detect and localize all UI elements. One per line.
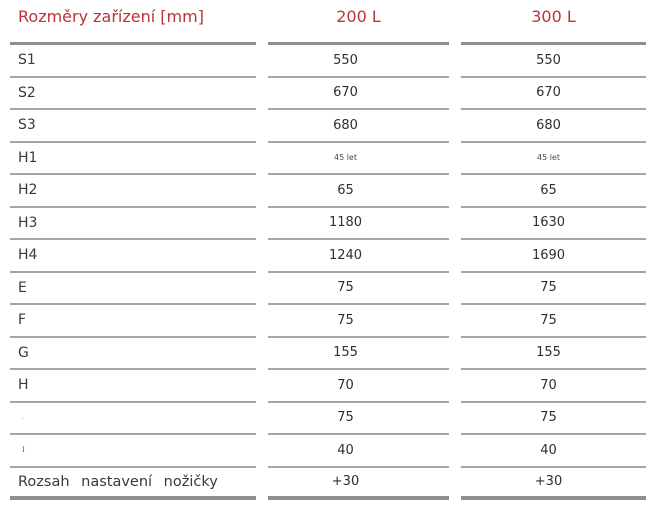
row-label: F	[10, 305, 256, 338]
value-300l: 75	[461, 305, 646, 338]
header-300l: 300 L	[461, 0, 646, 45]
row-label: H	[10, 370, 256, 403]
value-200l: 75	[268, 305, 449, 338]
table-row: S3 680 680	[10, 110, 671, 143]
table-row: G 155 155	[10, 338, 671, 370]
value-300l: 75	[461, 403, 646, 435]
table-row: H4 1240 1690	[10, 240, 671, 273]
value-300l: +30	[461, 468, 646, 500]
table-row: H1 45 let 45 let	[10, 143, 671, 175]
value-200l: 670	[268, 78, 449, 110]
value-200l: 155	[268, 338, 449, 370]
dimensions-table: Rozměry zařízení [mm] 200 L 300 L S1 550…	[10, 0, 671, 500]
row-label: Rozsah nastavení nožičky	[10, 468, 256, 500]
value-200l: 45 let	[268, 143, 449, 175]
header-200l: 200 L	[268, 0, 449, 45]
value-300l: 40	[461, 435, 646, 468]
value-200l: +30	[268, 468, 449, 500]
row-label: H3	[10, 208, 256, 240]
value-200l: 550	[268, 45, 449, 78]
row-label: H1	[10, 143, 256, 175]
table-row: S1 550 550	[10, 45, 671, 78]
row-label: H2	[10, 175, 256, 208]
value-200l: 40	[268, 435, 449, 468]
value-300l: 65	[461, 175, 646, 208]
table-row: H3 1180 1630	[10, 208, 671, 240]
value-200l: 65	[268, 175, 449, 208]
row-label: S2	[10, 78, 256, 110]
row-label: .	[10, 403, 256, 435]
value-200l: 1240	[268, 240, 449, 273]
value-300l: 1690	[461, 240, 646, 273]
table-row: E 75 75	[10, 273, 671, 305]
value-300l: 45 let	[461, 143, 646, 175]
value-200l: 75	[268, 273, 449, 305]
table-row: Rozsah nastavení nožičky +30 +30	[10, 468, 671, 500]
value-300l: 550	[461, 45, 646, 78]
table-body: S1 550 550 S2 670 670 S3 680 680 H1 45 l…	[10, 45, 671, 500]
value-300l: 155	[461, 338, 646, 370]
row-label: S1	[10, 45, 256, 78]
value-300l: 680	[461, 110, 646, 143]
table-row: I 40 40	[10, 435, 671, 468]
value-200l: 75	[268, 403, 449, 435]
table-header-row: Rozměry zařízení [mm] 200 L 300 L	[10, 0, 671, 45]
table-row: F 75 75	[10, 305, 671, 338]
row-label: I	[10, 435, 256, 468]
row-label: G	[10, 338, 256, 370]
table-row: S2 670 670	[10, 78, 671, 110]
value-300l: 1630	[461, 208, 646, 240]
row-label: E	[10, 273, 256, 305]
table-row: . 75 75	[10, 403, 671, 435]
value-200l: 680	[268, 110, 449, 143]
row-label: S3	[10, 110, 256, 143]
value-200l: 1180	[268, 208, 449, 240]
value-300l: 75	[461, 273, 646, 305]
value-300l: 70	[461, 370, 646, 403]
value-300l: 670	[461, 78, 646, 110]
header-dimensions-label: Rozměry zařízení [mm]	[10, 0, 256, 45]
table-row: H 70 70	[10, 370, 671, 403]
table-row: H2 65 65	[10, 175, 671, 208]
value-200l: 70	[268, 370, 449, 403]
row-label: H4	[10, 240, 256, 273]
